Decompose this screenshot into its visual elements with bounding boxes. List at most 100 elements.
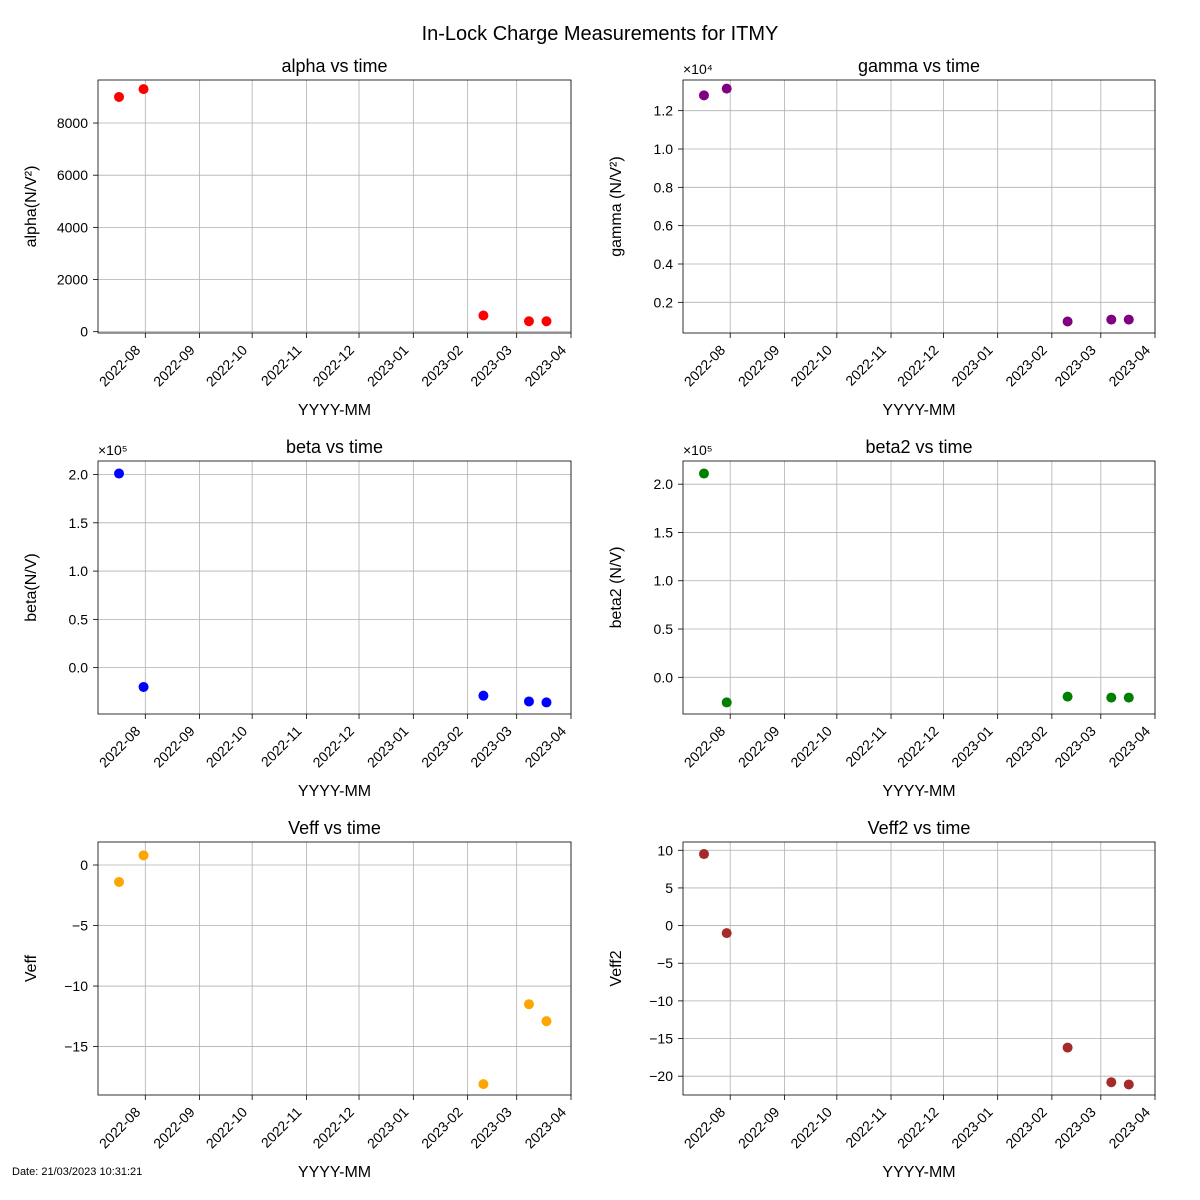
- y-tick-label: 0.0: [69, 660, 89, 676]
- y-axis-label: alpha(N/V²): [23, 166, 40, 248]
- x-tick-label: 2022-12: [309, 1104, 357, 1152]
- y-tick-label: 6000: [57, 167, 88, 183]
- y-axis-label: Veff2: [608, 950, 625, 986]
- y-tick-label: −10: [64, 978, 88, 994]
- y-tick-label: 1.0: [69, 563, 89, 579]
- plot-frame: [97, 841, 572, 1096]
- x-tick-label: 2023-02: [1002, 342, 1050, 390]
- data-point: [698, 849, 709, 860]
- x-tick-label: 2022-08: [681, 342, 729, 390]
- x-tick-label: 2023-03: [467, 342, 515, 390]
- data-point: [721, 928, 732, 939]
- data-point: [1062, 316, 1073, 327]
- y-tick-label: −5: [72, 918, 88, 934]
- x-axis-label: YYYY-MM: [298, 783, 371, 800]
- x-tick-label: 2023-01: [948, 342, 996, 390]
- x-tick-label: 2023-02: [1002, 723, 1050, 771]
- subplot-title: Veff2 vs time: [868, 818, 971, 838]
- data-point: [478, 1079, 489, 1090]
- x-tick-label: 2023-01: [364, 342, 412, 390]
- data-point: [1123, 314, 1134, 325]
- data-point: [478, 310, 489, 321]
- x-tick-label: 2022-12: [309, 723, 357, 771]
- y-tick-label: 1.0: [654, 573, 674, 589]
- data-point: [541, 316, 552, 327]
- x-tick-label: 2022-10: [787, 342, 835, 390]
- y-tick-label: 1.2: [654, 103, 674, 119]
- x-tick-label: 2023-04: [1105, 342, 1153, 390]
- figure-title: In-Lock Charge Measurements for ITMY: [422, 23, 779, 45]
- y-tick-label: 0: [80, 857, 88, 873]
- data-point: [114, 876, 125, 887]
- x-tick-label: 2022-08: [681, 723, 729, 771]
- y-axis-label: beta(N/V): [23, 553, 40, 621]
- subplot-title: alpha vs time: [281, 56, 387, 76]
- x-axis-label: YYYY-MM: [298, 1164, 371, 1181]
- gamma-vs-time-panel: 2022-08 2022-09 2022-10 2022-11 2022-12 2023-…: [608, 56, 1156, 419]
- y-axis-multiplier: ×10⁵: [98, 442, 128, 458]
- data-point: [523, 696, 534, 707]
- x-tick-label: 2023-03: [467, 723, 515, 771]
- x-tick-label: 2022-10: [203, 1104, 251, 1152]
- veff2-vs-time-panel: 2022-08 2022-09 2022-10 2022-11 2022-12 2023-…: [608, 818, 1156, 1181]
- veff-vs-time-panel: 2022-08 2022-09 2022-10 2022-11 2022-12 2023-…: [23, 818, 572, 1181]
- y-tick-label: 0: [80, 324, 88, 340]
- plot-frame: [682, 460, 1156, 715]
- x-tick-label: 2023-02: [1002, 1104, 1050, 1152]
- data-point: [138, 850, 149, 861]
- x-tick-label: 2022-08: [96, 723, 144, 771]
- x-tick-label: 2022-09: [735, 342, 783, 390]
- x-tick-label: 2023-01: [948, 1104, 996, 1152]
- x-tick-label: 2022-11: [842, 723, 889, 770]
- y-tick-label: 0.0: [654, 669, 674, 685]
- data-point: [1062, 691, 1073, 702]
- y-tick-label: 2.0: [69, 467, 89, 483]
- y-tick-label: −15: [649, 1031, 673, 1047]
- x-tick-label: 2023-04: [1105, 723, 1153, 771]
- x-tick-label: 2022-10: [203, 723, 251, 771]
- data-point: [1106, 692, 1117, 703]
- y-tick-label: 1.5: [69, 515, 89, 531]
- subplot-title: beta vs time: [286, 437, 383, 457]
- plot-frame: [682, 841, 1156, 1096]
- x-tick-label: 2023-02: [418, 723, 466, 771]
- x-tick-label: 2022-08: [96, 1104, 144, 1152]
- x-tick-label: 2022-10: [787, 723, 835, 771]
- data-point: [1106, 314, 1117, 325]
- y-axis-label: beta2 (N/V): [608, 547, 625, 629]
- x-tick-label: 2023-04: [1105, 1104, 1153, 1152]
- y-tick-label: 1.0: [654, 141, 674, 157]
- y-tick-label: −10: [649, 993, 673, 1009]
- x-axis-label: YYYY-MM: [882, 1164, 955, 1181]
- x-tick-label: 2023-04: [521, 342, 569, 390]
- y-axis-label: Veff: [23, 954, 40, 982]
- x-tick-label: 2022-08: [96, 342, 144, 390]
- x-tick-label: 2022-10: [787, 1104, 835, 1152]
- plot-frame: [97, 79, 572, 334]
- y-axis-multiplier: ×10⁵: [683, 442, 713, 458]
- y-tick-label: −5: [657, 955, 673, 971]
- subplot-title: gamma vs time: [858, 56, 980, 76]
- y-tick-label: 0.2: [654, 294, 674, 310]
- y-tick-label: 1.5: [654, 524, 674, 540]
- data-point: [541, 1016, 552, 1027]
- data-point: [721, 697, 732, 708]
- x-tick-label: 2023-03: [1051, 723, 1099, 771]
- subplot-title: Veff vs time: [288, 818, 381, 838]
- x-tick-label: 2023-02: [418, 1104, 466, 1152]
- y-tick-label: 10: [657, 842, 673, 858]
- x-tick-label: 2023-02: [418, 342, 466, 390]
- data-point: [523, 999, 534, 1010]
- x-tick-label: 2022-11: [842, 342, 889, 389]
- x-tick-label: 2022-12: [309, 342, 357, 390]
- x-tick-label: 2022-09: [735, 723, 783, 771]
- y-tick-label: 2000: [57, 272, 88, 288]
- data-point: [1062, 1042, 1073, 1053]
- date-stamp: Date: 21/03/2023 10:31:21: [12, 1166, 142, 1178]
- x-tick-label: 2023-04: [521, 1104, 569, 1152]
- data-point: [698, 468, 709, 479]
- data-point: [1123, 1079, 1134, 1090]
- data-point: [523, 316, 534, 327]
- y-tick-label: 0.5: [654, 621, 674, 637]
- y-tick-label: −20: [649, 1068, 673, 1084]
